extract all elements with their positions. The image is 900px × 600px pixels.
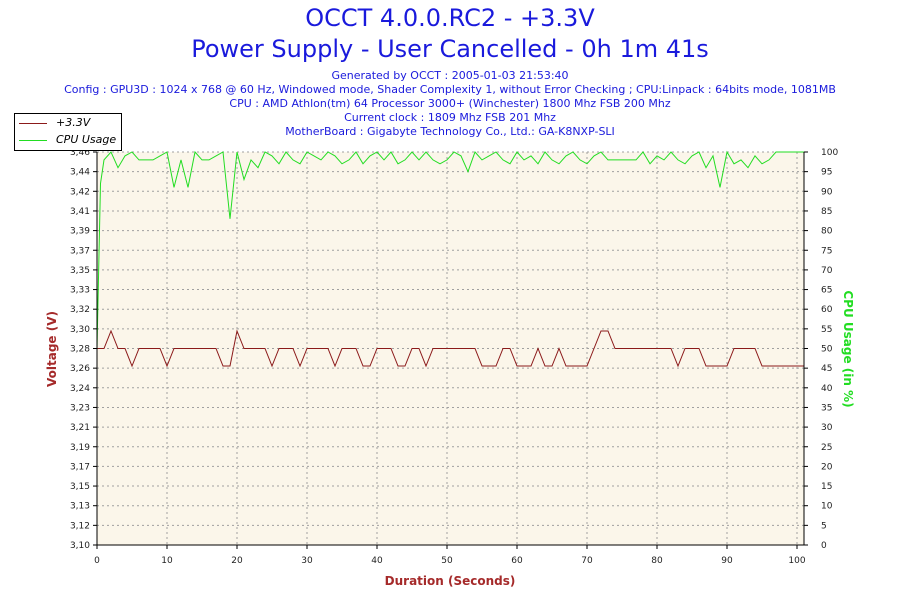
info-motherboard: MotherBoard : Gigabyte Technology Co., L… <box>285 125 615 138</box>
x-tick-label: 60 <box>511 556 523 566</box>
x-tick-label: 90 <box>721 556 733 566</box>
y-tick-label-right: 90 <box>821 187 833 197</box>
y-tick-label-left: 3,39 <box>70 227 90 237</box>
y-tick-label-left: 3,32 <box>70 305 90 315</box>
y-tick-label-left: 3,42 <box>70 187 90 197</box>
y-tick-label-left: 3,21 <box>70 423 90 433</box>
x-tick-label: 70 <box>581 556 593 566</box>
y-tick-label-right: 95 <box>821 168 832 178</box>
y-tick-label-left: 3,13 <box>70 502 90 512</box>
y-tick-label-right: 20 <box>821 462 833 472</box>
y-axis-label-left: Voltage (V) <box>45 311 59 387</box>
y-tick-label-left: 3,44 <box>70 168 90 178</box>
x-tick-label: 100 <box>788 556 805 566</box>
info-clock: Current clock : 1809 Mhz FSB 201 Mhz <box>344 111 556 124</box>
info-config: Config : GPU3D : 1024 x 768 @ 60 Hz, Win… <box>64 83 836 96</box>
chart-subtitle: Power Supply - User Cancelled - 0h 1m 41… <box>191 35 709 63</box>
y-tick-label-right: 55 <box>821 325 832 335</box>
legend-swatch-voltage <box>19 123 47 124</box>
x-axis-label: Duration (Seconds) <box>385 574 516 588</box>
y-tick-label-left: 3,41 <box>70 207 90 217</box>
x-tick-label: 0 <box>94 556 100 566</box>
y-tick-label-right: 30 <box>821 423 833 433</box>
x-tick-label: 80 <box>651 556 663 566</box>
y-tick-label-right: 35 <box>821 403 832 413</box>
right-axis-ticks: 0 5 10 15 20 25 30 35 40 45 50 55 60 65 70 75 80 85 90 95 10… <box>804 148 838 551</box>
y-tick-label-left: 3,10 <box>70 541 90 551</box>
x-tick-label: 20 <box>231 556 243 566</box>
x-axis-ticks: 0 10 20 30 40 50 60 70 80 90 100 <box>94 545 806 566</box>
y-tick-label-left: 3,35 <box>70 266 90 276</box>
y-tick-label-right: 40 <box>821 384 833 394</box>
y-tick-label-left: 3,24 <box>70 384 90 394</box>
y-tick-label-left: 3,37 <box>70 246 90 256</box>
y-tick-label-left: 3,33 <box>70 286 90 296</box>
y-tick-label-left: 3,17 <box>70 462 90 472</box>
y-tick-label-right: 5 <box>821 521 827 531</box>
y-tick-label-right: 0 <box>821 541 827 551</box>
y-tick-label-right: 75 <box>821 246 832 256</box>
y-tick-label-right: 80 <box>821 227 833 237</box>
y-tick-label-left: 3,26 <box>70 364 90 374</box>
x-tick-label: 50 <box>441 556 453 566</box>
y-tick-label-right: 70 <box>821 266 833 276</box>
y-tick-label-left: 3,23 <box>70 403 90 413</box>
info-generated: Generated by OCCT : 2005-01-03 21:53:40 <box>331 69 569 82</box>
y-tick-label-right: 15 <box>821 482 832 492</box>
y-tick-label-right: 85 <box>821 207 832 217</box>
y-tick-label-left: 3,46 <box>70 148 90 158</box>
legend-label-cpu: CPU Usage <box>56 133 117 146</box>
y-tick-label-right: 65 <box>821 286 832 296</box>
chart-title: OCCT 4.0.0.RC2 - +3.3V <box>305 4 595 32</box>
legend-label-voltage: +3.3V <box>56 116 91 129</box>
legend: +3.3V CPU Usage <box>14 113 122 151</box>
y-tick-label-left: 3,19 <box>70 443 90 453</box>
y-tick-label-left: 3,12 <box>70 521 90 531</box>
x-tick-label: 10 <box>161 556 173 566</box>
y-tick-label-left: 3,15 <box>70 482 90 492</box>
y-tick-label-right: 45 <box>821 364 832 374</box>
series-layer <box>96 150 804 368</box>
series-cpu-usage-line <box>96 150 804 349</box>
legend-swatch-cpu <box>19 140 47 141</box>
y-tick-label-right: 25 <box>821 443 832 453</box>
y-tick-label-left: 3,28 <box>70 345 90 355</box>
y-tick-label-right: 60 <box>821 305 833 315</box>
y-tick-label-left: 3,30 <box>70 325 90 335</box>
y-tick-label-right: 100 <box>821 148 838 158</box>
left-axis-ticks: 3,10 3,12 3,13 3,15 3,17 3,19 3,21 3,23 3,24 3,26… <box>70 148 97 551</box>
x-tick-label: 30 <box>301 556 313 566</box>
series-voltage-line <box>97 329 804 368</box>
y-tick-label-right: 10 <box>821 502 833 512</box>
info-cpu: CPU : AMD Athlon(tm) 64 Processor 3000+ … <box>229 97 671 110</box>
x-tick-label: 40 <box>371 556 383 566</box>
y-tick-label-right: 50 <box>821 345 833 355</box>
y-axis-label-right: CPU Usage (in %) <box>841 290 855 407</box>
